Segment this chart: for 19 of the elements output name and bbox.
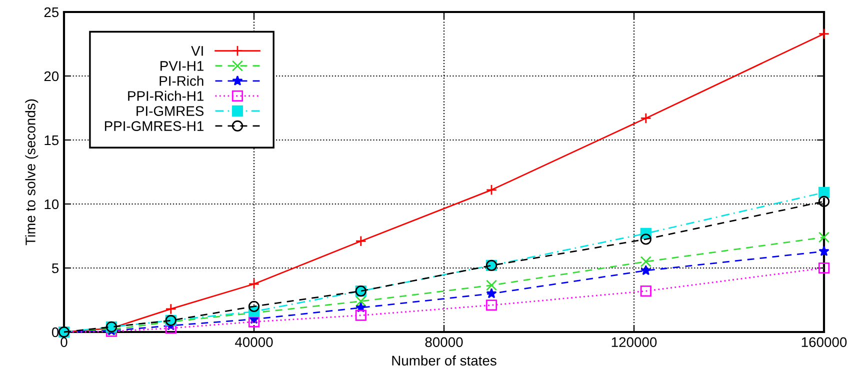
legend-label: VI	[191, 46, 203, 56]
legend-label: PPI-GMRES-H1	[104, 121, 204, 131]
y-tick-label: 25	[44, 7, 59, 18]
x-tick-label: 40000	[235, 337, 273, 348]
legend-label: PVI-H1	[160, 61, 204, 71]
legend-label: PI-Rich	[160, 76, 204, 86]
x-tick-label: 80000	[425, 337, 463, 348]
y-tick-label: 15	[44, 135, 59, 146]
y-tick-label: 10	[44, 199, 59, 210]
legend-label: PPI-Rich-H1	[128, 90, 204, 101]
y-tick-label: 0	[52, 327, 59, 338]
y-axis-title: Time to solve (seconds)	[25, 99, 38, 246]
y-tick-label: 5	[52, 263, 59, 274]
y-tick-label: 20	[44, 71, 59, 82]
x-tick-label: 120000	[612, 337, 657, 348]
legend-label: PI-GMRES	[136, 106, 204, 116]
x-tick-label: 160000	[802, 337, 847, 348]
x-axis-title: Number of states	[392, 355, 496, 366]
x-tick-label: 0	[60, 337, 68, 348]
